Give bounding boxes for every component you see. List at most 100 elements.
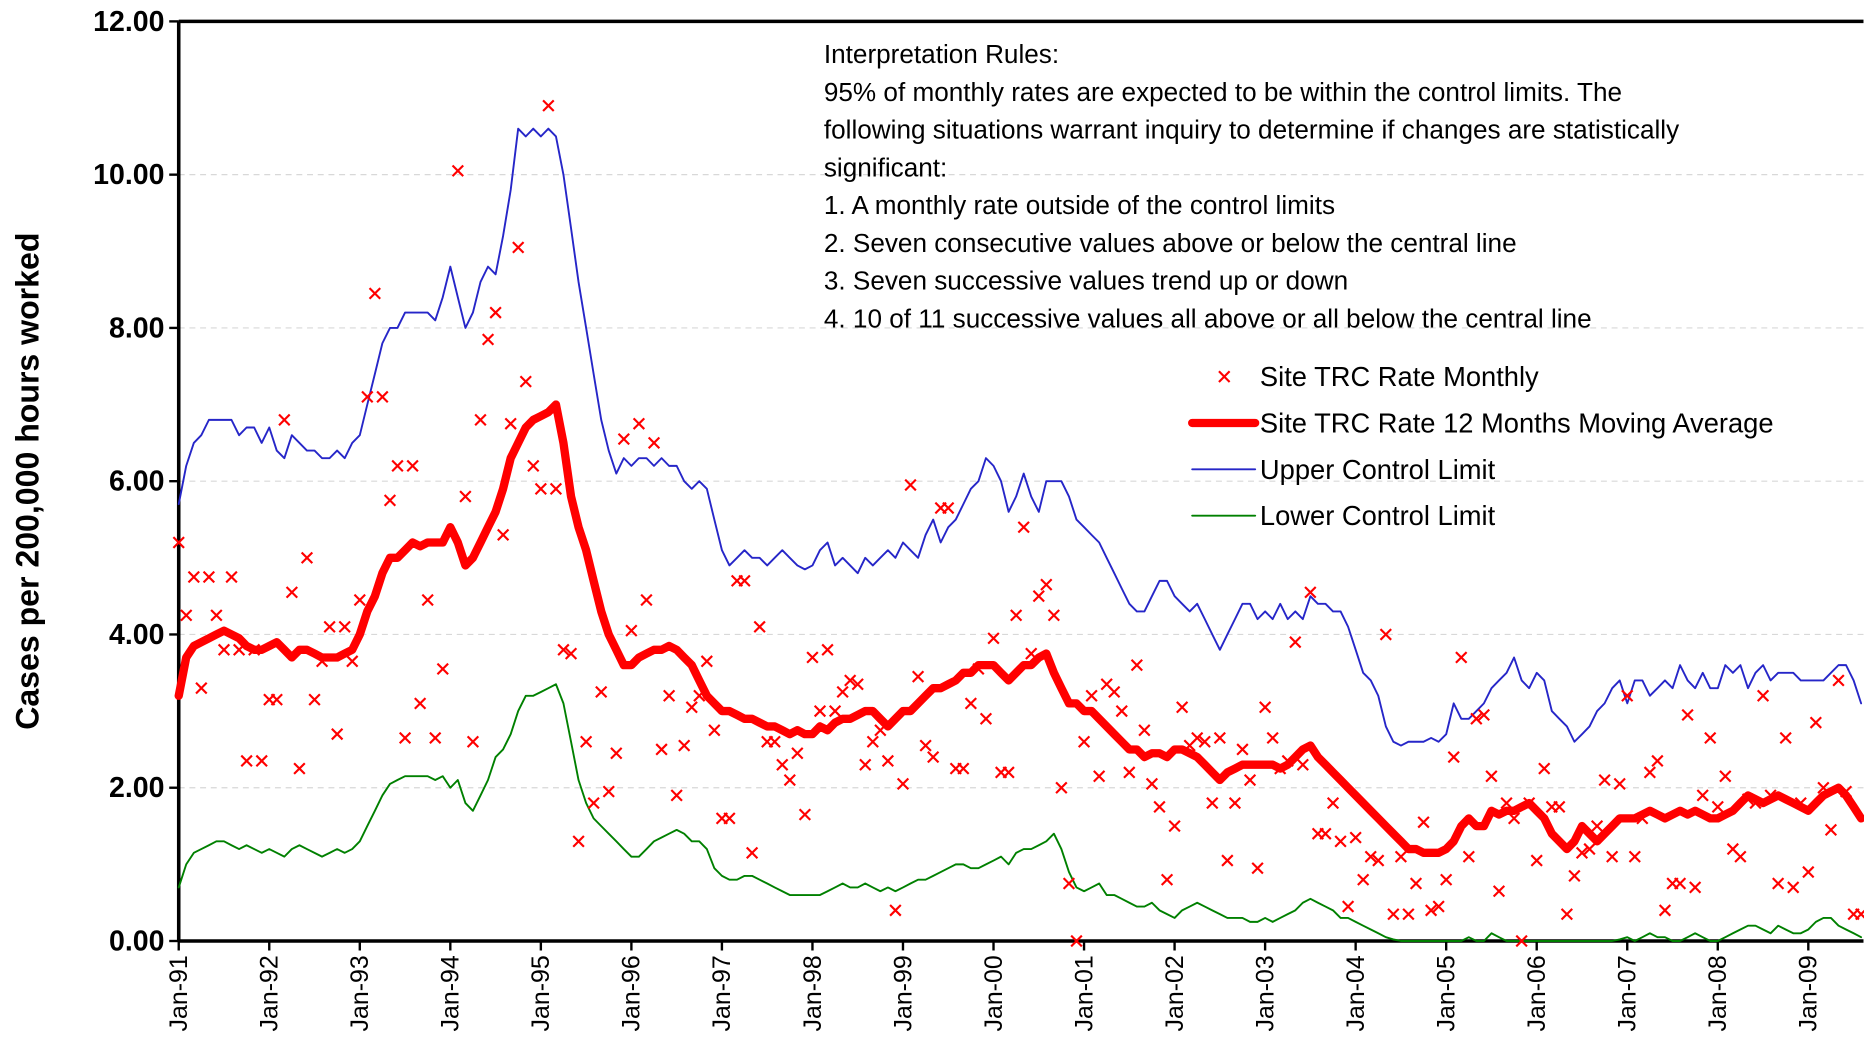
monthly-point — [1492, 885, 1506, 898]
series-line — [174, 400, 1864, 857]
x-tick-label: Jan-98 — [799, 955, 827, 1031]
monthly-point — [512, 241, 525, 254]
monthly-point — [979, 712, 993, 725]
x-tick-label: Jan-97 — [708, 955, 736, 1031]
annotation-line: Interpretation Rules: — [824, 39, 1059, 69]
monthly-point — [844, 674, 857, 687]
monthly-point — [768, 735, 781, 748]
monthly-point — [1153, 800, 1166, 813]
series-line — [177, 127, 1863, 747]
monthly-point — [1485, 770, 1498, 783]
monthly-point — [285, 586, 298, 599]
monthly-point — [1372, 854, 1385, 867]
monthly-point — [217, 643, 231, 656]
monthly-point — [315, 655, 329, 668]
monthly-point — [1787, 881, 1800, 894]
monthly-point — [444, 528, 457, 541]
x-tick-label: Jan-05 — [1432, 955, 1460, 1031]
monthly-point — [896, 777, 910, 791]
x-tick-label: Jan-09 — [1795, 955, 1823, 1031]
monthly-point — [398, 731, 412, 745]
monthly-point — [519, 375, 532, 388]
monthly-point — [421, 593, 434, 607]
monthly-point — [1025, 647, 1038, 660]
x-tick-label: Jan-07 — [1614, 955, 1642, 1031]
monthly-point — [459, 490, 472, 503]
monthly-point — [466, 735, 480, 748]
monthly-point — [1259, 701, 1272, 714]
monthly-point — [195, 682, 208, 695]
monthly-point — [1040, 578, 1053, 591]
monthly-point — [1409, 877, 1423, 890]
monthly-point — [1794, 796, 1807, 810]
monthly-point — [1402, 908, 1415, 921]
monthly-point — [1115, 704, 1128, 718]
monthly-point — [1832, 674, 1845, 687]
monthly-point — [1145, 777, 1159, 791]
monthly-point — [323, 620, 336, 633]
monthly-point — [632, 417, 646, 430]
monthly-point — [1855, 908, 1864, 921]
annotation-line: 4. 10 of 11 successive values all above … — [824, 303, 1592, 333]
x-tick-label: Jan-91 — [165, 955, 193, 1031]
monthly-point — [1213, 731, 1226, 745]
monthly-point — [1613, 777, 1626, 791]
monthly-point — [1590, 819, 1604, 833]
monthly-point — [1319, 827, 1332, 840]
monthly-point — [527, 459, 540, 472]
monthly-point — [1108, 685, 1121, 699]
monthly-point — [927, 750, 940, 764]
monthly-point — [1719, 770, 1732, 783]
monthly-point — [874, 724, 887, 737]
monthly-point — [1326, 796, 1340, 810]
monthly-point — [1243, 773, 1257, 787]
x-tick-label: Jan-96 — [618, 955, 646, 1031]
monthly-point — [564, 647, 578, 660]
monthly-point — [595, 685, 608, 699]
monthly-point — [1281, 754, 1294, 768]
monthly-point — [346, 655, 359, 668]
series-line — [177, 683, 1863, 942]
monthly-point — [1839, 785, 1853, 798]
monthly-point — [368, 287, 381, 300]
monthly-point — [1334, 835, 1347, 848]
monthly-point — [1741, 793, 1755, 806]
monthly-point — [391, 459, 404, 472]
monthly-point — [1221, 854, 1234, 867]
legend-label: Lower Control Limit — [1260, 500, 1496, 531]
monthly-point — [700, 655, 713, 668]
monthly-point — [1704, 731, 1717, 745]
annotation-line: 1. A monthly rate outside of the control… — [824, 190, 1335, 220]
monthly-point — [1772, 877, 1785, 890]
monthly-point — [1756, 689, 1770, 702]
monthly-point — [1304, 586, 1317, 599]
monthly-point — [1515, 934, 1528, 948]
monthly-point — [791, 747, 804, 760]
monthly-point — [1711, 800, 1724, 813]
monthly-point — [776, 758, 789, 771]
monthly-point — [610, 747, 623, 760]
monthly-point — [1636, 812, 1649, 825]
monthly-point — [859, 758, 872, 771]
monthly-point — [1560, 908, 1573, 921]
monthly-point — [1198, 735, 1211, 748]
monthly-point — [1160, 873, 1174, 886]
monthly-point — [1658, 904, 1672, 917]
monthly-point — [414, 697, 427, 710]
y-tick-label: 0.00 — [109, 926, 164, 958]
monthly-point — [1681, 708, 1694, 722]
x-tick-label: Jan-08 — [1704, 955, 1732, 1031]
monthly-point — [481, 333, 495, 346]
monthly-point — [1598, 773, 1611, 787]
monthly-point — [1002, 766, 1015, 779]
monthly-point — [504, 417, 517, 430]
monthly-point — [1289, 636, 1302, 649]
monthly-point — [557, 643, 570, 656]
monthly-point — [1077, 735, 1091, 748]
monthly-point — [1651, 754, 1664, 768]
monthly-point — [1749, 796, 1762, 810]
y-tick-label: 8.00 — [109, 312, 164, 344]
monthly-point — [625, 624, 638, 637]
monthly-point — [904, 478, 917, 492]
monthly-point — [255, 754, 268, 768]
